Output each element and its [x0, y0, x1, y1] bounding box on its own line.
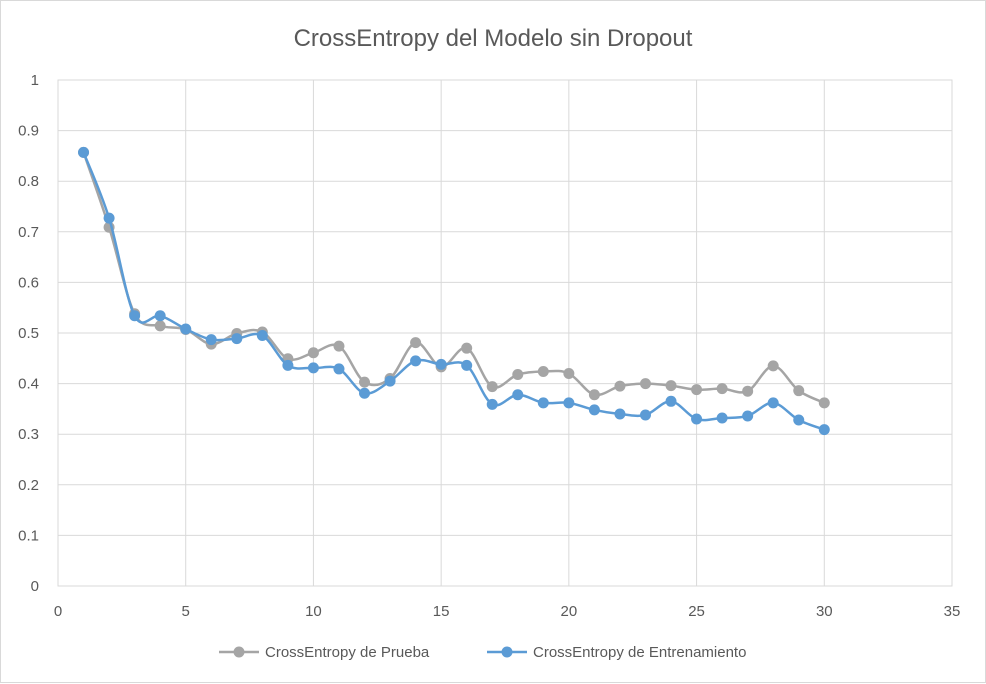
- data-point: [639, 409, 651, 421]
- data-point: [639, 378, 651, 390]
- data-point: [563, 397, 575, 409]
- series-line: [82, 151, 825, 404]
- legend-item-2: CrossEntropy de Entrenamiento: [487, 644, 746, 661]
- data-point: [793, 414, 805, 426]
- data-point: [512, 389, 524, 401]
- x-tick-label: 35: [944, 603, 961, 620]
- data-point: [333, 363, 345, 375]
- data-point: [435, 358, 447, 370]
- x-axis-ticks: 0 5 10 15 20 25 30 35: [54, 603, 961, 620]
- data-point: [307, 347, 319, 359]
- data-point: [307, 362, 319, 374]
- y-tick-label: 0.9: [18, 123, 39, 140]
- data-point: [537, 397, 549, 409]
- data-point: [486, 381, 498, 393]
- y-tick-label: 0.1: [18, 527, 39, 544]
- data-point: [129, 310, 141, 322]
- y-tick-label: 0.7: [18, 224, 39, 241]
- data-point: [818, 424, 830, 436]
- data-point: [410, 337, 422, 349]
- legend-label: CrossEntropy de Prueba: [265, 644, 430, 661]
- data-point: [665, 380, 677, 392]
- data-point: [614, 380, 626, 392]
- legend-marker: [233, 646, 245, 658]
- x-tick-label: 25: [688, 603, 705, 620]
- series-2: [78, 146, 830, 436]
- data-point: [461, 359, 473, 371]
- data-point: [154, 310, 166, 322]
- data-point: [793, 385, 805, 397]
- data-point: [691, 413, 703, 425]
- y-tick-label: 0.2: [18, 477, 39, 494]
- data-point: [818, 397, 830, 409]
- data-point: [231, 333, 243, 345]
- data-point: [665, 395, 677, 407]
- legend-label: CrossEntropy de Entrenamiento: [533, 644, 746, 661]
- data-point: [359, 387, 371, 399]
- x-tick-label: 20: [561, 603, 578, 620]
- x-tick-label: 5: [182, 603, 190, 620]
- data-point: [461, 342, 473, 354]
- y-tick-label: 0.6: [18, 274, 39, 291]
- data-point: [537, 365, 549, 377]
- y-tick-label: 1: [31, 72, 39, 89]
- data-point: [767, 397, 779, 409]
- legend-marker: [501, 646, 513, 658]
- data-point: [103, 212, 115, 224]
- x-tick-label: 15: [433, 603, 450, 620]
- data-point: [742, 385, 754, 397]
- y-tick-label: 0.3: [18, 426, 39, 443]
- data-point: [691, 384, 703, 396]
- data-point: [180, 323, 192, 335]
- data-point: [282, 359, 294, 371]
- y-tick-label: 0.4: [18, 376, 39, 393]
- data-point: [716, 383, 728, 395]
- x-tick-label: 0: [54, 603, 62, 620]
- legend: CrossEntropy de Prueba CrossEntropy de En…: [219, 644, 746, 661]
- chart-title: CrossEntropy del Modelo sin Dropout: [294, 25, 693, 52]
- data-point: [410, 355, 422, 367]
- y-tick-label: 0.8: [18, 173, 39, 190]
- data-point: [742, 410, 754, 422]
- data-point: [359, 376, 371, 388]
- data-point: [384, 375, 396, 387]
- data-point: [588, 404, 600, 416]
- data-point: [154, 320, 166, 332]
- x-tick-label: 30: [816, 603, 833, 620]
- data-point: [512, 368, 524, 380]
- data-point: [333, 340, 345, 352]
- data-point: [256, 330, 268, 342]
- data-point: [588, 389, 600, 401]
- y-axis-ticks: 0 0.1 0.2 0.3 0.4 0.5 0.6 0.7 0.8 0.9 1: [18, 72, 39, 595]
- data-point: [767, 360, 779, 372]
- series-1: [78, 146, 830, 409]
- data-point: [614, 408, 626, 420]
- data-point: [486, 398, 498, 410]
- data-point: [205, 334, 217, 346]
- data-point: [78, 146, 90, 158]
- y-tick-label: 0: [31, 578, 39, 595]
- series-group: [78, 146, 830, 436]
- y-tick-label: 0.5: [18, 325, 39, 342]
- data-point: [563, 367, 575, 379]
- x-tick-label: 10: [305, 603, 322, 620]
- data-point: [716, 412, 728, 424]
- legend-item-1: CrossEntropy de Prueba: [219, 644, 430, 661]
